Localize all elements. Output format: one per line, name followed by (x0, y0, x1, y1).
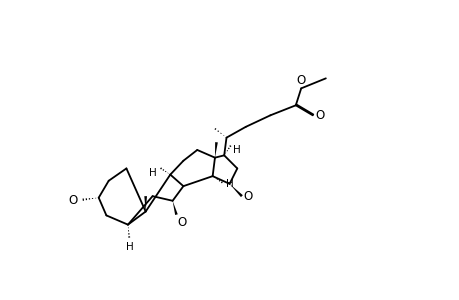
Text: O: O (314, 109, 324, 122)
Text: O: O (177, 216, 186, 229)
Polygon shape (144, 196, 147, 212)
Text: H: H (125, 242, 133, 252)
Polygon shape (214, 142, 218, 158)
Text: H: H (149, 168, 157, 178)
Text: O: O (68, 194, 78, 206)
Text: H: H (233, 145, 241, 154)
Text: O: O (296, 74, 305, 87)
Polygon shape (172, 201, 177, 215)
Text: H: H (225, 179, 233, 189)
Text: O: O (243, 190, 252, 203)
Polygon shape (229, 184, 242, 197)
